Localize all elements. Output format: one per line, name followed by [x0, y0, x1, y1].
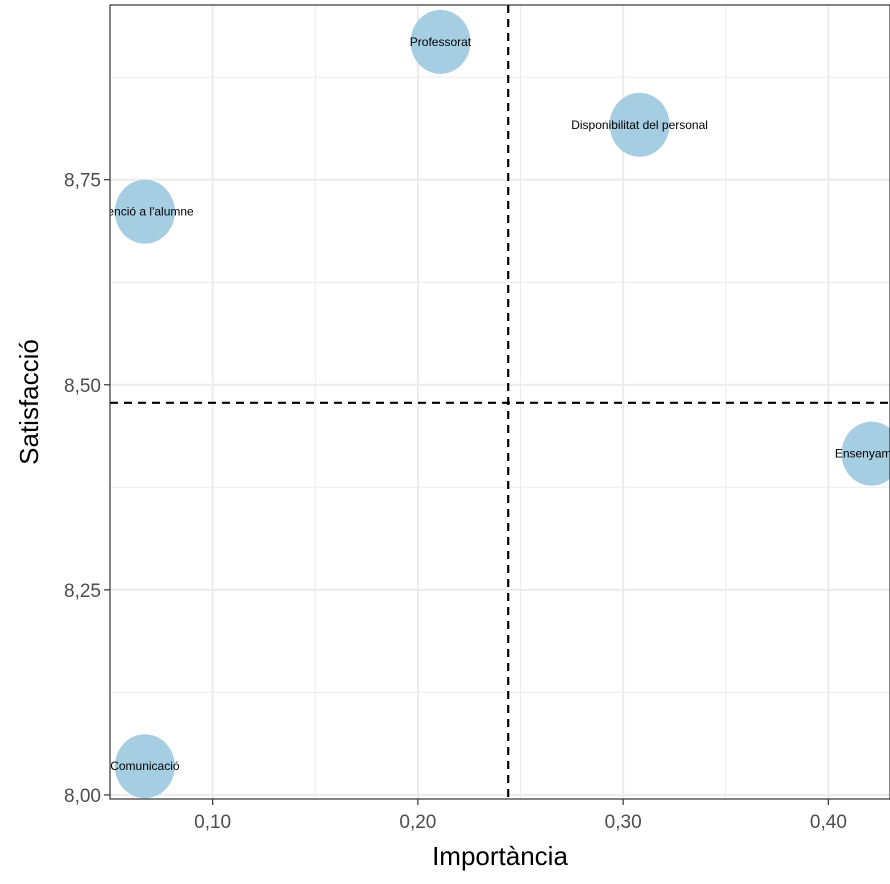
- point-label: Comunicació: [110, 759, 180, 773]
- y-axis-ticks: 8,00 8,25 8,50 8,75: [64, 171, 110, 807]
- x-tick-label: 0,40: [810, 812, 847, 833]
- x-tick-label: 0,30: [605, 812, 642, 833]
- data-point: [114, 734, 175, 799]
- reference-lines: [110, 5, 890, 799]
- y-tick-label: 8,00: [64, 786, 101, 807]
- point-label: Ensenyament: [835, 447, 890, 461]
- x-tick-label: 0,20: [399, 812, 436, 833]
- x-axis-title: Importància: [432, 841, 568, 871]
- data-points: Professorat Disponibilitat del personal At…: [96, 9, 890, 799]
- point-label: Atenció a l'alumne: [96, 205, 194, 219]
- x-tick-label: 0,10: [194, 812, 231, 833]
- data-point: [410, 9, 471, 74]
- y-tick-label: 8,75: [64, 171, 101, 192]
- data-point: [609, 92, 670, 157]
- data-point: [841, 421, 890, 486]
- x-axis-ticks: 0,10 0,20 0,30 0,40: [194, 799, 847, 833]
- data-point: [114, 179, 175, 244]
- y-tick-label: 8,25: [64, 581, 101, 602]
- y-tick-label: 8,50: [64, 376, 101, 397]
- panel-border: [109, 4, 890, 800]
- point-label: Disponibilitat del personal: [571, 118, 708, 132]
- point-label: Professorat: [410, 35, 472, 49]
- y-axis-title: Satisfacció: [14, 339, 44, 465]
